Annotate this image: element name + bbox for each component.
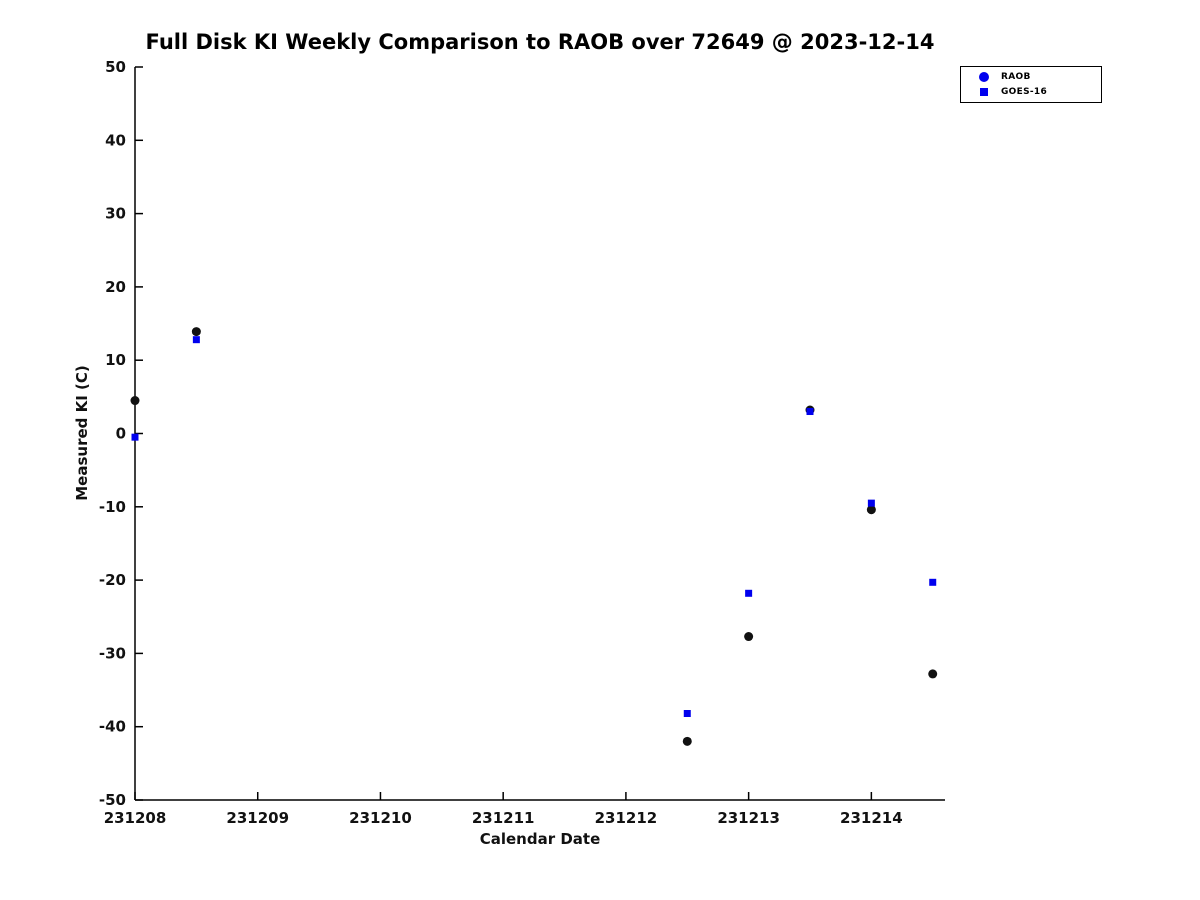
raob-marker-icon (967, 72, 1001, 82)
x-tick-label: 231208 (104, 809, 167, 827)
data-point-goes-16 (929, 578, 937, 586)
legend: RAOB GOES-16 (960, 66, 1102, 103)
legend-item-goes16: GOES-16 (967, 87, 1095, 97)
y-tick-label: 50 (105, 58, 126, 76)
data-point-goes-16 (745, 589, 753, 597)
y-tick-label: 10 (105, 351, 126, 369)
y-tick-label: 40 (105, 131, 126, 149)
y-tick-label: -20 (99, 571, 126, 589)
y-tick-label: 0 (116, 425, 126, 443)
data-point-goes-16 (131, 433, 139, 441)
x-tick-label: 231214 (840, 809, 903, 827)
data-point-goes-16 (192, 336, 200, 344)
data-point-goes-16 (867, 499, 875, 507)
data-point-raob (130, 396, 140, 406)
y-tick-label: -50 (99, 791, 126, 809)
chart-title: Full Disk KI Weekly Comparison to RAOB o… (145, 30, 935, 54)
y-tick-label: -40 (99, 718, 126, 736)
y-tick-label: -30 (99, 644, 126, 662)
x-tick-label: 231213 (717, 809, 780, 827)
x-tick-label: 231209 (226, 809, 289, 827)
legend-item-raob: RAOB (967, 72, 1095, 82)
data-point-goes-16 (683, 710, 691, 718)
y-axis-label: Measured KI (C) (73, 365, 91, 501)
y-tick-label: 30 (105, 205, 126, 223)
x-tick-label: 231212 (595, 809, 658, 827)
data-point-raob (191, 327, 201, 337)
data-point-raob (928, 669, 938, 679)
y-tick-label: 20 (105, 278, 126, 296)
goes16-marker-icon (967, 88, 1001, 96)
x-tick-label: 231211 (472, 809, 535, 827)
data-point-raob (744, 632, 754, 642)
data-point-raob (682, 736, 692, 746)
x-tick-label: 231210 (349, 809, 412, 827)
legend-label-raob: RAOB (1001, 72, 1031, 82)
legend-label-goes16: GOES-16 (1001, 87, 1048, 97)
data-point-goes-16 (806, 408, 814, 416)
data-point-raob (866, 505, 876, 515)
y-tick-label: -10 (99, 498, 126, 516)
x-axis-label: Calendar Date (479, 830, 601, 848)
